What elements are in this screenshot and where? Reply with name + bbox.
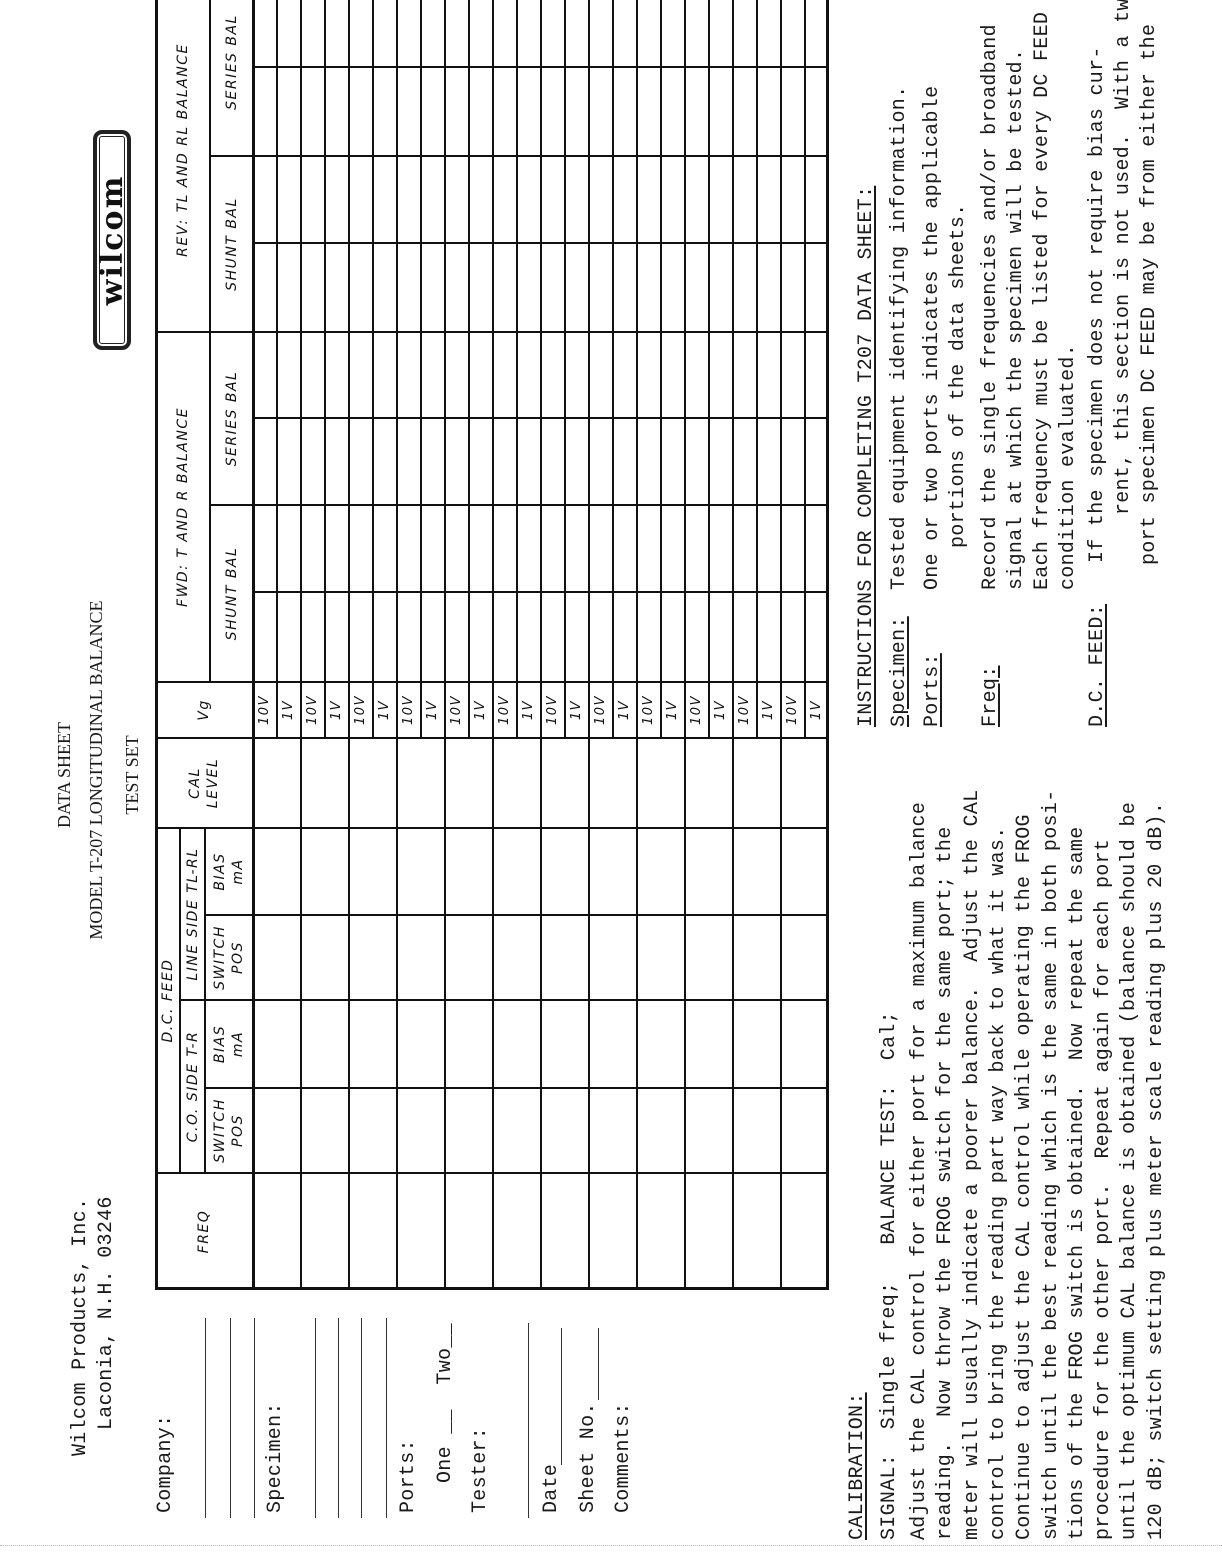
logo-text: wilcom: [94, 174, 130, 306]
sheet-no-field-line[interactable]: [598, 1328, 599, 1400]
calibration-line: meter will usually indicate a poorer bal…: [960, 789, 984, 1540]
calibration-line: tions of the FROG switch is obtained. No…: [1065, 826, 1089, 1540]
specimen-field-line-3[interactable]: [361, 1318, 362, 1518]
comments-label: Comments:: [612, 1402, 635, 1513]
instruction-label: Ports:: [921, 653, 944, 727]
date-field-line[interactable]: [561, 1328, 562, 1465]
instruction-text: condition evaluated.: [1057, 343, 1080, 590]
specimen-field-line-2[interactable]: [338, 1318, 339, 1518]
instruction-text: Record the single frequencies and/or bro…: [979, 24, 1002, 590]
calibration-signal: SIGNAL: Single freq; BALANCE TEST: Cal;: [878, 1011, 901, 1540]
calibration-line: Adjust the CAL control for either port f…: [908, 801, 931, 1540]
instruction-text: rent, this section is not used. With a t…: [1112, 0, 1135, 515]
instruction-text: Each frequency must be listed for every …: [1031, 11, 1054, 590]
calibration-line: Continue to adjust the CAL control while…: [1013, 814, 1037, 1540]
instruction-text: port specimen DC FEED may be from either…: [1138, 23, 1161, 565]
ports-options[interactable]: One __ Two__: [434, 1323, 457, 1483]
header-divider: [252, 0, 255, 1290]
ports-label: Ports:: [397, 1439, 420, 1513]
instruction-text: signal at which the specimen will be tes…: [1005, 48, 1028, 590]
sheet-no-label: Sheet No.: [577, 1402, 600, 1513]
calibration-line: reading. Now throw the FROG switch for t…: [934, 826, 958, 1540]
tester-label: Tester:: [469, 1426, 492, 1513]
company-label: Company:: [154, 1414, 177, 1513]
company-field-line-1[interactable]: [205, 1318, 206, 1518]
calibration-line: procedure for the other port. Repeat aga…: [1092, 838, 1116, 1540]
specimen-field-line-4[interactable]: [386, 1318, 387, 1518]
calibration-line: switch until the best reading which is t…: [1039, 789, 1063, 1540]
specimen-label: Specimen:: [264, 1402, 287, 1513]
specimen-field-line-1[interactable]: [315, 1318, 316, 1518]
instruction-label: Specimen:: [888, 616, 911, 727]
instructions-title: INSTRUCTIONS FOR COMPLETING T207 DATA SH…: [855, 185, 878, 727]
title-test-set: TEST SET: [122, 735, 142, 815]
instruction-text: If the specimen does not require bias cu…: [1086, 46, 1109, 563]
instruction-text: One or two ports indicates the applicabl…: [921, 85, 944, 590]
company-name: Wilcom Products, Inc.: [69, 1197, 92, 1456]
company-field-line-2[interactable]: [230, 1318, 231, 1518]
calibration-line: until the optimum CAL balance is obtaine…: [1118, 801, 1142, 1540]
company-address: Laconia, N.H. 03246: [95, 1196, 118, 1430]
scan-edge: [0, 1545, 1222, 1546]
instruction-text: Tested equipment identifying information…: [888, 85, 911, 590]
calibration-title: CALIBRATION:: [846, 1392, 869, 1540]
wilcom-logo: wilcom: [93, 130, 131, 350]
date-label: Date: [540, 1463, 563, 1513]
instruction-label: D.C. FEED:: [1086, 603, 1109, 727]
title-model: MODEL T-207 LONGITUDINAL BALANCE: [86, 600, 106, 940]
calibration-line: control to bring the reading part way ba…: [986, 826, 1010, 1540]
title-data-sheet: DATA SHEET: [54, 721, 74, 829]
company-field-line-3[interactable]: [254, 1318, 255, 1518]
instruction-label: Freq:: [979, 665, 1002, 727]
instruction-text: portions of the data sheets.: [947, 203, 970, 548]
table-border: [155, 0, 829, 1290]
calibration-line: 120 dB; switch setting plus meter scale …: [1144, 801, 1168, 1540]
tester-field-line[interactable]: [528, 1323, 529, 1518]
